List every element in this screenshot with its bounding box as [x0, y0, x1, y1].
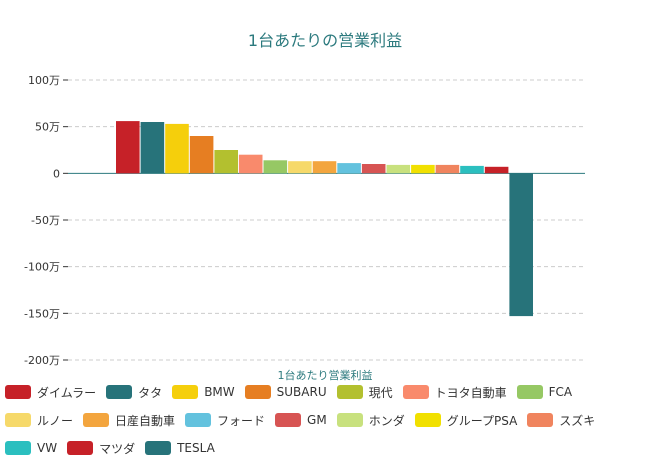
legend-item-10[interactable]: GM	[275, 409, 327, 431]
legend-item-15[interactable]: マツダ	[67, 437, 135, 459]
legend-label: SUBARU	[276, 385, 327, 399]
legend-swatch	[172, 385, 199, 399]
legend-swatch	[83, 413, 110, 427]
bar-14[interactable]	[460, 165, 484, 174]
bar-2[interactable]	[165, 123, 189, 174]
legend-label: タタ	[138, 385, 163, 400]
bar-6[interactable]	[263, 160, 288, 174]
legend-label: ルノー	[37, 413, 74, 428]
y-tick-label: 50万	[35, 121, 60, 134]
legend-label: マツダ	[99, 441, 136, 456]
legend-label: GM	[307, 413, 327, 427]
y-tick-label: 100万	[28, 74, 60, 87]
legend-swatch	[275, 413, 302, 427]
legend-item-14[interactable]: VW	[5, 437, 57, 459]
legend-label: トヨタ自動車	[434, 385, 507, 400]
bar-0[interactable]	[116, 121, 140, 174]
legend-label: ホンダ	[368, 413, 405, 428]
bar-11[interactable]	[386, 164, 411, 174]
legend-label: FCA	[548, 385, 573, 399]
y-tick-label: -200万	[24, 354, 60, 367]
legend-item-9[interactable]: フォード	[185, 409, 265, 431]
legend-item-4[interactable]: 現代	[336, 381, 393, 403]
legend-swatch	[402, 385, 429, 399]
legend-swatch	[244, 385, 271, 399]
legend-item-1[interactable]: タタ	[106, 381, 162, 403]
bar-10[interactable]	[361, 164, 386, 174]
bar-3[interactable]	[189, 136, 214, 174]
y-tick-label: -100万	[24, 261, 60, 274]
y-tick-label: 0	[53, 167, 60, 180]
legend-label: BMW	[204, 385, 235, 399]
legend-label: 日産自動車	[115, 413, 176, 428]
legend-swatch	[516, 385, 543, 399]
bar-16[interactable]	[509, 173, 533, 317]
legend: ダイムラー タタ BMW SUBARU 現代 トヨタ自動車 FCA ルノー 日産自動車 フォード G…	[5, 381, 650, 465]
legend-swatch	[527, 413, 554, 427]
legend-label: フォード	[217, 413, 266, 428]
bar-1[interactable]	[140, 122, 165, 174]
legend-swatch	[106, 385, 133, 399]
legend-swatch	[185, 413, 212, 427]
bar-7[interactable]	[288, 161, 312, 174]
y-tick-label: -150万	[24, 307, 60, 320]
legend-label: VW	[37, 441, 58, 455]
bar-12[interactable]	[411, 164, 435, 174]
legend-item-8[interactable]: 日産自動車	[83, 409, 175, 431]
x-axis-label: 1台あたり営業利益	[278, 368, 373, 382]
legend-swatch	[336, 385, 363, 399]
legend-swatch	[5, 441, 31, 455]
legend-item-3[interactable]: SUBARU	[244, 381, 327, 403]
bars	[116, 121, 533, 317]
legend-swatch	[5, 385, 31, 399]
bar-8[interactable]	[312, 161, 337, 174]
legend-label: TESLA	[177, 441, 215, 455]
legend-item-2[interactable]: BMW	[172, 381, 235, 403]
legend-item-13[interactable]: スズキ	[527, 409, 595, 431]
bar-9[interactable]	[337, 163, 361, 174]
y-tick-label: -50万	[31, 214, 60, 227]
bar-5[interactable]	[238, 154, 263, 174]
chart-title: 1台あたりの営業利益	[248, 31, 402, 50]
legend-label: 現代	[368, 385, 393, 400]
legend-item-16[interactable]: TESLA	[145, 437, 215, 459]
legend-swatch	[414, 413, 441, 427]
legend-item-11[interactable]: ホンダ	[336, 409, 405, 431]
legend-label: スズキ	[559, 413, 596, 428]
legend-item-5[interactable]: トヨタ自動車	[402, 381, 507, 403]
legend-swatch	[145, 441, 172, 455]
y-axis: 100万 50万 0 -50万 -100万 -150万 -200万	[24, 74, 68, 367]
legend-swatch	[5, 413, 31, 427]
legend-item-7[interactable]: ルノー	[5, 409, 73, 431]
bar-15[interactable]	[484, 166, 509, 174]
legend-item-0[interactable]: ダイムラー	[5, 381, 96, 403]
legend-swatch	[67, 441, 94, 455]
bar-13[interactable]	[435, 164, 460, 174]
legend-swatch	[336, 413, 363, 427]
legend-label: グループPSA	[446, 413, 518, 428]
legend-label: ダイムラー	[37, 385, 97, 400]
bar-4[interactable]	[214, 150, 238, 174]
legend-item-12[interactable]: グループPSA	[414, 409, 518, 431]
legend-item-6[interactable]: FCA	[516, 381, 573, 403]
